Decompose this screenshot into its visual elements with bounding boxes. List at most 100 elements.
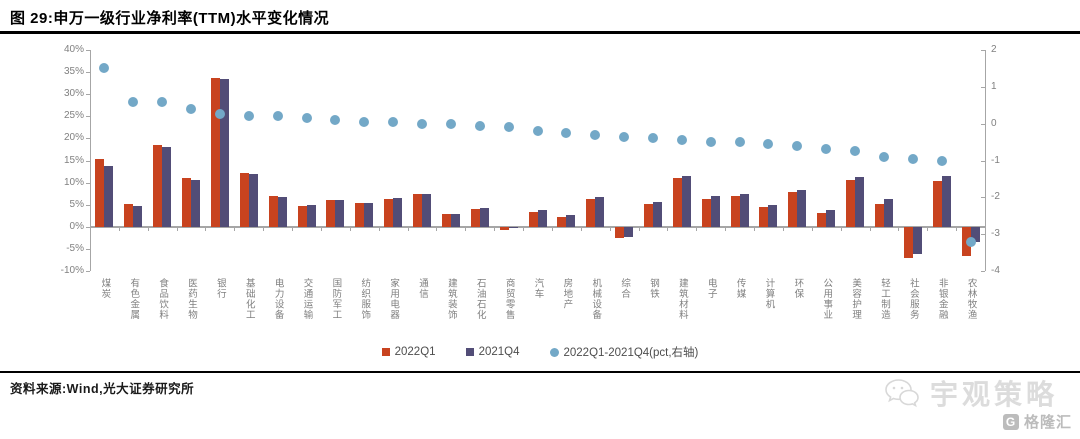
right-axis-tick-label: 1 xyxy=(991,80,997,92)
bar-2021q4 xyxy=(219,79,229,227)
legend-label-2022q1: 2022Q1 xyxy=(394,346,436,358)
right-axis-line xyxy=(985,50,986,271)
diff-dot xyxy=(243,111,254,122)
baseline-tick xyxy=(320,226,322,231)
right-axis-tick xyxy=(981,86,985,88)
bar-2021q4 xyxy=(681,175,691,227)
bar-2021q4 xyxy=(624,226,634,237)
diff-dot xyxy=(301,113,312,124)
right-axis-tick xyxy=(981,234,985,236)
right-axis-tick-label: 0 xyxy=(991,117,997,129)
x-axis-label: 综合 xyxy=(619,278,631,299)
baseline-tick xyxy=(609,226,611,231)
diff-dot xyxy=(532,126,543,137)
right-axis-tick xyxy=(981,271,985,272)
right-axis-tick-label: 2 xyxy=(991,44,997,55)
x-axis-label: 社会服务 xyxy=(907,278,919,320)
left-axis-line xyxy=(90,50,91,271)
x-axis-label: 钢铁 xyxy=(647,278,659,299)
left-axis-tick xyxy=(86,116,90,118)
bar-2022q1 xyxy=(441,213,451,227)
diff-dot xyxy=(417,118,428,129)
x-axis-label: 轻工制造 xyxy=(878,278,890,320)
baseline-tick xyxy=(696,226,698,231)
baseline-tick xyxy=(869,226,871,231)
bar-2022q1 xyxy=(326,200,336,227)
x-axis-label: 电力设备 xyxy=(272,278,284,320)
left-axis-tick xyxy=(86,72,90,74)
bar-2022q1 xyxy=(586,199,596,227)
left-axis-tick xyxy=(86,204,90,206)
x-axis-label: 农林牧渔 xyxy=(965,278,977,320)
left-axis-tick-label: 5% xyxy=(69,198,84,210)
legend-swatch-2021q4 xyxy=(465,348,474,356)
right-axis-tick-label: -2 xyxy=(991,191,1000,203)
bar-2022q1 xyxy=(557,217,567,227)
bar-2022q1 xyxy=(643,204,653,227)
bar-2021q4 xyxy=(566,214,576,227)
bar-2021q4 xyxy=(133,206,143,227)
bar-2022q1 xyxy=(153,144,163,227)
baseline-tick xyxy=(523,226,525,231)
x-axis-label: 家用电器 xyxy=(388,278,400,320)
baseline-tick xyxy=(234,226,236,231)
x-axis-label: 交通运输 xyxy=(301,278,313,320)
baseline-tick xyxy=(580,226,582,231)
baseline-tick xyxy=(436,226,438,231)
x-axis-label: 美容护理 xyxy=(850,278,862,320)
bar-2022q1 xyxy=(268,195,278,227)
bar-2021q4 xyxy=(248,173,258,227)
left-axis-tick-label: 20% xyxy=(63,132,84,144)
bar-2022q1 xyxy=(817,212,827,227)
figure-title: 图 29:申万一级行业净利率(TTM)水平变化情况 xyxy=(10,10,330,27)
baseline-tick xyxy=(378,226,380,231)
x-axis-label: 机械设备 xyxy=(590,278,602,320)
wechat-watermark-text: 宇观策略 xyxy=(929,379,1058,410)
legend-item-2022q1: 2022Q1 xyxy=(381,346,436,358)
x-axis-label: 汽车 xyxy=(532,278,544,299)
bar-2021q4 xyxy=(393,198,403,227)
baseline-tick xyxy=(551,226,553,231)
bar-2021q4 xyxy=(797,190,807,227)
left-axis-tick-label: 10% xyxy=(63,176,84,188)
x-axis-label: 传媒 xyxy=(734,278,746,299)
bar-2022q1 xyxy=(903,226,913,259)
bar-2022q1 xyxy=(528,212,538,227)
diff-dot xyxy=(590,129,601,140)
x-axis-label: 医药生物 xyxy=(186,278,198,320)
gelonghui-logo: G 格隆汇 xyxy=(1002,411,1072,432)
baseline-tick xyxy=(898,226,900,231)
baseline-tick xyxy=(263,226,265,231)
wechat-watermark: 宇观策略 xyxy=(884,373,1058,413)
left-axis-tick xyxy=(86,94,90,96)
bar-2021q4 xyxy=(883,199,893,227)
bar-2022q1 xyxy=(470,209,480,227)
baseline-tick xyxy=(407,226,409,231)
bar-2021q4 xyxy=(710,196,720,227)
diff-dot xyxy=(214,109,225,120)
bar-2022q1 xyxy=(759,207,769,227)
right-axis-tick-label: -1 xyxy=(991,154,1000,166)
bar-2021q4 xyxy=(855,176,865,227)
x-axis-label: 通信 xyxy=(417,278,429,299)
x-axis-label: 商贸零售 xyxy=(503,278,515,320)
left-axis-tick xyxy=(86,226,90,228)
left-axis-tick xyxy=(86,182,90,184)
left-axis-tick-label: 25% xyxy=(63,110,84,122)
diff-dot xyxy=(676,135,687,146)
bar-2021q4 xyxy=(912,226,922,255)
bar-2022q1 xyxy=(932,180,942,227)
diff-dot xyxy=(878,151,889,162)
right-axis-tick xyxy=(981,123,985,125)
left-axis-tick-label: -10% xyxy=(60,265,84,276)
gelonghui-logo-icon: G xyxy=(1002,413,1019,430)
bar-2021q4 xyxy=(652,202,662,227)
bar-2022q1 xyxy=(239,172,249,227)
legend-item-diff: 2022Q1-2021Q4(pct,右轴) xyxy=(549,344,698,360)
x-axis-label: 食品饮料 xyxy=(157,278,169,320)
baseline-tick xyxy=(494,226,496,231)
diff-dot xyxy=(157,96,168,107)
diff-dot xyxy=(128,96,139,107)
baseline-tick xyxy=(754,226,756,231)
